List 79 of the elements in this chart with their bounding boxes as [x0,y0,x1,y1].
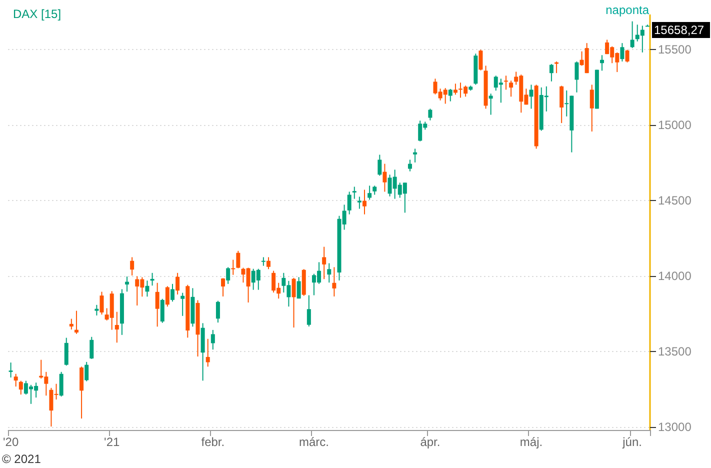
candlestick [504,75,508,90]
candlestick [574,60,579,93]
candlestick [590,84,594,132]
candlestick [14,373,18,388]
text: 15658,27 [654,23,704,37]
candlestick [100,291,104,316]
candlestick [206,338,210,368]
candlestick [64,337,68,366]
candlestick [413,148,418,163]
x-tick-label: febr. [201,435,225,449]
annotation: naponta [606,3,650,17]
candlestick [210,329,215,350]
y-tick-label: 15500 [658,42,692,57]
candlestick [114,311,119,344]
candlestick [176,272,180,295]
candlestick [378,154,382,176]
candlestick [180,292,185,316]
y-tick-label: 14500 [658,194,692,208]
candlestick [549,64,554,82]
candlestick [372,185,377,196]
x-tick-label: márc. [298,435,329,449]
x-tick-label: '21 [104,435,120,449]
chart-title: DAX [15] [13,7,62,21]
candlestick [560,85,564,124]
candlestick [90,336,94,360]
candlestick [509,80,514,98]
candlestick [170,283,174,302]
candlestick [155,282,160,328]
candlestick [130,256,134,276]
candlestick [160,298,164,324]
candlestick [428,108,432,121]
candlestick [84,361,89,382]
candlestick [620,42,624,62]
candlestick [362,189,367,215]
candlestick [347,191,352,215]
candlestick [306,294,311,327]
candlestick [529,84,534,110]
candlestick [145,280,150,298]
candlestick [8,362,13,378]
candlestick [226,266,230,284]
candlestick [488,93,493,116]
candlestick [266,256,270,270]
candlestick [332,266,336,297]
y-tick-label: 13000 [658,420,692,434]
y-tick-label: 15000 [658,118,692,132]
candlestick [216,300,220,324]
candlestick [292,277,296,328]
candlestick [368,185,372,200]
candlestick [59,371,64,397]
candlestick [80,366,84,420]
candlestick [18,380,23,396]
candlestick [382,163,387,192]
candlestick [630,20,634,49]
candlestick [69,318,74,330]
candlestick [478,49,483,71]
candlestick [453,83,458,96]
candlestick [296,276,301,300]
candlestick [327,262,332,284]
candlestick [221,278,226,297]
candlestick [448,88,452,102]
candlestick [125,276,130,292]
x-tick-label: máj. [520,435,543,449]
candlestick [625,49,630,63]
candlestick [261,256,266,266]
x-tick-label: '20 [2,435,19,449]
x-tick-label: jún. [622,435,642,449]
y-tick-label: 14000 [658,269,692,284]
candlestick [322,246,326,280]
candlestick [600,54,604,72]
y-tick-label: 13500 [658,344,692,359]
candlestick [94,304,99,316]
text: © 2021 [2,452,42,466]
candlestick [165,286,170,308]
x-tick-label: ápr. [420,435,440,449]
candlestick [236,250,240,269]
candlestick [74,310,78,334]
candlestick [352,186,356,200]
candlestick [408,159,412,172]
candlestick [231,259,236,276]
